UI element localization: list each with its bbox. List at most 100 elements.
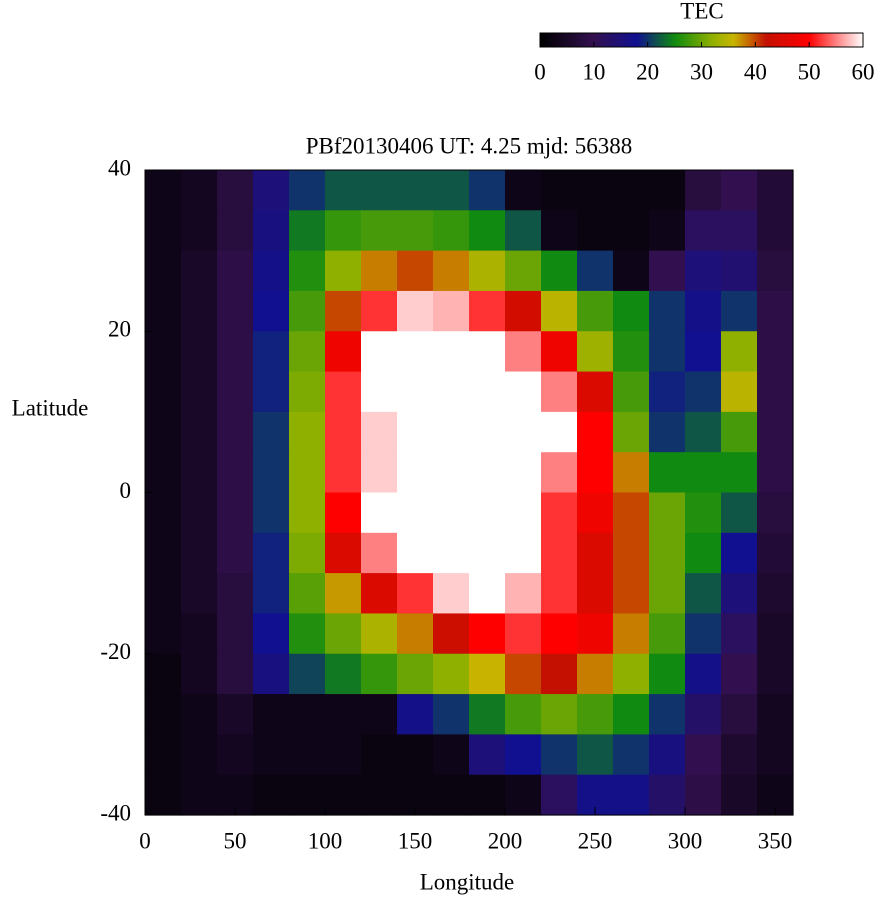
heat-cell <box>721 734 758 776</box>
heat-cell <box>613 694 650 735</box>
x-tick-label: 350 <box>758 828 793 853</box>
heat-cell <box>361 774 398 816</box>
heat-cell <box>325 694 362 735</box>
heat-cell <box>649 170 686 211</box>
heat-cell <box>577 532 614 574</box>
heat-cell <box>721 371 758 413</box>
heat-cell <box>505 331 542 373</box>
heat-cell <box>685 170 722 211</box>
heat-cell <box>649 290 686 332</box>
heat-cell <box>469 170 506 211</box>
heat-cell <box>541 290 578 332</box>
heat-cell <box>361 210 398 252</box>
heat-cell <box>289 210 326 252</box>
heat-cell <box>757 694 794 735</box>
heat-cell <box>613 532 650 574</box>
heat-cell <box>577 290 614 332</box>
heat-cell <box>181 694 218 735</box>
heat-cell <box>469 210 506 252</box>
x-tick-label: 200 <box>488 828 523 853</box>
heat-cell <box>685 653 722 695</box>
heat-cell <box>325 613 362 655</box>
heat-cell <box>757 613 794 655</box>
heat-cell <box>433 532 470 574</box>
heat-cell <box>289 734 326 776</box>
x-tick-label: 50 <box>224 828 247 853</box>
heat-cell <box>505 250 542 292</box>
heat-cell <box>253 250 290 292</box>
heat-cell <box>685 532 722 574</box>
heat-cell <box>361 734 398 776</box>
heat-cell <box>505 371 542 413</box>
heat-cell <box>289 492 326 534</box>
heat-cell <box>217 653 254 695</box>
colorbar-tick-label: 20 <box>636 59 659 84</box>
heat-cell <box>505 290 542 332</box>
heat-cell <box>217 411 254 453</box>
heat-cell <box>181 210 218 252</box>
heat-cell <box>217 452 254 494</box>
heat-cell <box>433 452 470 494</box>
heat-cell <box>721 492 758 534</box>
heat-cell <box>253 774 290 816</box>
heat-cell <box>145 734 182 776</box>
heat-cell <box>361 290 398 332</box>
heat-cell <box>505 411 542 453</box>
heat-cell <box>181 250 218 292</box>
heat-cell <box>613 210 650 252</box>
x-axis-label: Longitude <box>420 869 515 894</box>
heat-cell <box>577 573 614 615</box>
heat-cell <box>757 290 794 332</box>
heat-cell <box>361 492 398 534</box>
x-tick-label: 300 <box>668 828 703 853</box>
heat-cell <box>289 653 326 695</box>
heat-cell <box>649 532 686 574</box>
heat-cell <box>397 290 434 332</box>
heat-cell <box>325 452 362 494</box>
heat-cell <box>397 210 434 252</box>
heat-cell <box>577 694 614 735</box>
heat-cell <box>253 452 290 494</box>
heat-cell <box>577 250 614 292</box>
heat-cell <box>469 694 506 735</box>
heat-cell <box>685 734 722 776</box>
x-tick-label: 250 <box>578 828 613 853</box>
heat-cell <box>433 210 470 252</box>
heat-cell <box>181 774 218 816</box>
heat-cell <box>361 573 398 615</box>
colorbar-tick-label: 10 <box>582 59 605 84</box>
heat-cell <box>145 613 182 655</box>
heat-cell <box>253 734 290 776</box>
heat-cell <box>721 452 758 494</box>
heat-cell <box>613 613 650 655</box>
heat-cell <box>361 411 398 453</box>
heat-cell <box>469 532 506 574</box>
heat-cell <box>685 613 722 655</box>
heat-cell <box>397 653 434 695</box>
heat-cell <box>253 532 290 574</box>
heat-cell <box>541 250 578 292</box>
heat-cell <box>469 573 506 615</box>
heat-cell <box>649 331 686 373</box>
heat-cell <box>757 411 794 453</box>
heat-cell <box>361 250 398 292</box>
heat-cell <box>325 774 362 816</box>
colorbar-tick-label: 60 <box>852 59 875 84</box>
heat-cell <box>649 613 686 655</box>
heat-cell <box>577 331 614 373</box>
heat-cell <box>613 653 650 695</box>
heat-cell <box>289 290 326 332</box>
heat-cell <box>757 492 794 534</box>
heat-cell <box>469 613 506 655</box>
heat-cell <box>469 331 506 373</box>
heat-cell <box>577 371 614 413</box>
heat-cell <box>253 573 290 615</box>
heat-cell <box>505 492 542 534</box>
heat-cell <box>181 532 218 574</box>
heat-cell <box>397 573 434 615</box>
colorbar-tick-label: 30 <box>690 59 713 84</box>
heat-cell <box>181 734 218 776</box>
heat-cell <box>721 774 758 816</box>
heat-cell <box>253 371 290 413</box>
